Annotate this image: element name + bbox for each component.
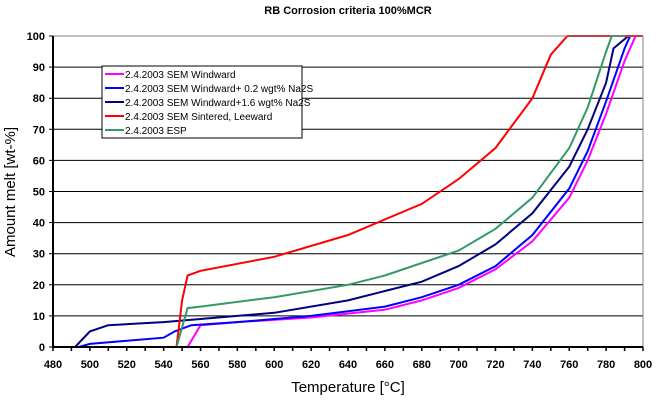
x-tick-label: 520 [118, 359, 136, 371]
series-line-3 [74, 35, 629, 348]
x-tick-label: 660 [376, 359, 394, 371]
x-tick-label: 480 [44, 359, 62, 371]
y-tick-label: 90 [33, 62, 45, 74]
x-tick-label: 780 [597, 359, 615, 371]
y-tick-label: 100 [27, 31, 45, 43]
series-line-5 [175, 35, 625, 348]
legend-entry: 2.4.2003 SEM Windward+ 0.2 wgt% Na2S [125, 84, 313, 95]
y-tick-label: 70 [33, 124, 45, 136]
x-tick-label: 560 [191, 359, 209, 371]
legend: 2.4.2003 SEM Windward 2.4.2003 SEM Windwa… [101, 65, 313, 139]
x-tick-label: 640 [339, 359, 357, 371]
x-tick-label: 580 [228, 359, 246, 371]
legend-entry: 2.4.2003 SEM Sintered, Leeward [125, 112, 272, 123]
legend-entry: 2.4.2003 ESP [125, 126, 187, 137]
legend-entry: 2.4.2003 SEM Windward [125, 70, 236, 81]
x-tick-label: 760 [560, 359, 578, 371]
series-line-2 [78, 35, 632, 348]
y-tick-label: 20 [33, 280, 45, 292]
x-tick-label: 740 [523, 359, 541, 371]
y-tick-label: 0 [39, 342, 45, 354]
series-line-4 [175, 35, 643, 348]
x-tick-label: 720 [486, 359, 504, 371]
legend-box [101, 65, 303, 139]
legend-entry: 2.4.2003 SEM Windward+1.6 wgt% Na2S [125, 98, 311, 109]
y-tick-label: 50 [33, 187, 45, 199]
y-tick-label: 30 [33, 249, 45, 261]
chart-title: RB Corrosion criteria 100%MCR [264, 5, 432, 17]
x-axis-label: Temperature [°C] [291, 379, 405, 396]
x-tick-label: 600 [265, 359, 283, 371]
x-tick-label: 620 [302, 359, 320, 371]
y-tick-label: 80 [33, 93, 45, 105]
y-tick-label: 60 [33, 155, 45, 167]
x-tick-label: 500 [81, 359, 99, 371]
x-tick-label: 700 [449, 359, 467, 371]
x-tick-label: 680 [413, 359, 431, 371]
y-axis-label: Amount melt [wt-%] [2, 127, 19, 257]
x-tick-label: 540 [154, 359, 172, 371]
y-tick-label: 10 [33, 311, 45, 323]
x-tick-label: 800 [634, 359, 652, 371]
y-tick-label: 40 [33, 218, 45, 230]
